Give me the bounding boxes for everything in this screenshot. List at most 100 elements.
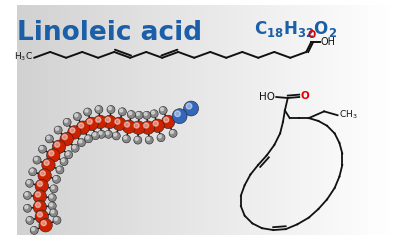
Circle shape: [24, 192, 32, 199]
Circle shape: [107, 106, 115, 114]
Bar: [156, 5, 160, 235]
Bar: [36, 5, 39, 235]
Bar: [255, 5, 258, 235]
Circle shape: [50, 203, 53, 206]
Circle shape: [84, 135, 93, 143]
Circle shape: [120, 109, 123, 112]
Circle shape: [157, 134, 165, 142]
Bar: [303, 5, 307, 235]
Bar: [183, 5, 187, 235]
Circle shape: [162, 115, 175, 129]
Bar: [213, 5, 217, 235]
Circle shape: [44, 160, 49, 165]
Text: $\mathbf{C_{18}H_{32}O_2}$: $\mathbf{C_{18}H_{32}O_2}$: [254, 18, 337, 39]
Bar: [81, 5, 85, 235]
Circle shape: [65, 120, 67, 122]
Circle shape: [85, 109, 88, 112]
Circle shape: [57, 167, 60, 170]
Bar: [119, 5, 123, 235]
Bar: [258, 5, 262, 235]
Circle shape: [135, 137, 138, 140]
Bar: [17, 5, 20, 235]
Circle shape: [35, 202, 41, 208]
Bar: [236, 5, 240, 235]
Bar: [100, 5, 104, 235]
Bar: [92, 5, 96, 235]
Circle shape: [27, 180, 30, 184]
Bar: [251, 5, 255, 235]
Text: HO: HO: [259, 92, 275, 102]
Circle shape: [32, 228, 35, 231]
Bar: [228, 5, 232, 235]
Bar: [341, 5, 345, 235]
Bar: [126, 5, 130, 235]
Bar: [217, 5, 221, 235]
Bar: [70, 5, 73, 235]
Bar: [243, 5, 247, 235]
Circle shape: [68, 126, 81, 139]
Circle shape: [56, 127, 59, 130]
Bar: [345, 5, 349, 235]
Circle shape: [134, 123, 139, 128]
Bar: [209, 5, 213, 235]
Bar: [375, 5, 379, 235]
Bar: [288, 5, 292, 235]
Bar: [364, 5, 368, 235]
Circle shape: [127, 110, 135, 119]
Circle shape: [66, 152, 69, 155]
Bar: [277, 5, 281, 235]
Bar: [145, 5, 149, 235]
Bar: [190, 5, 194, 235]
Circle shape: [33, 200, 46, 214]
Bar: [273, 5, 277, 235]
Circle shape: [51, 210, 54, 213]
Bar: [175, 5, 179, 235]
Circle shape: [95, 106, 103, 114]
Circle shape: [124, 136, 127, 139]
Bar: [281, 5, 284, 235]
Circle shape: [175, 111, 180, 117]
Bar: [240, 5, 243, 235]
Text: OH: OH: [321, 37, 336, 47]
Bar: [356, 5, 360, 235]
Circle shape: [125, 122, 130, 127]
Circle shape: [122, 120, 136, 133]
Bar: [284, 5, 288, 235]
Circle shape: [150, 110, 158, 118]
Circle shape: [135, 111, 143, 119]
Circle shape: [52, 175, 61, 183]
Bar: [379, 5, 383, 235]
Bar: [108, 5, 111, 235]
Circle shape: [76, 121, 89, 134]
Circle shape: [29, 168, 37, 176]
Circle shape: [72, 145, 76, 149]
Circle shape: [78, 138, 85, 147]
Circle shape: [52, 140, 66, 154]
Circle shape: [60, 132, 73, 146]
Text: O: O: [300, 91, 309, 101]
Circle shape: [143, 111, 151, 119]
Circle shape: [123, 135, 130, 143]
Bar: [20, 5, 24, 235]
Bar: [311, 5, 315, 235]
Circle shape: [171, 131, 173, 134]
Bar: [221, 5, 224, 235]
Circle shape: [79, 140, 82, 143]
Circle shape: [48, 194, 56, 202]
Bar: [296, 5, 300, 235]
Bar: [138, 5, 141, 235]
Bar: [390, 5, 394, 235]
Bar: [360, 5, 364, 235]
Bar: [334, 5, 337, 235]
Bar: [32, 5, 36, 235]
Circle shape: [54, 217, 58, 221]
Circle shape: [85, 117, 98, 131]
Bar: [247, 5, 251, 235]
Bar: [58, 5, 62, 235]
Bar: [24, 5, 28, 235]
Circle shape: [71, 144, 79, 152]
Bar: [96, 5, 100, 235]
Circle shape: [27, 218, 30, 221]
Circle shape: [141, 121, 155, 134]
Bar: [47, 5, 51, 235]
